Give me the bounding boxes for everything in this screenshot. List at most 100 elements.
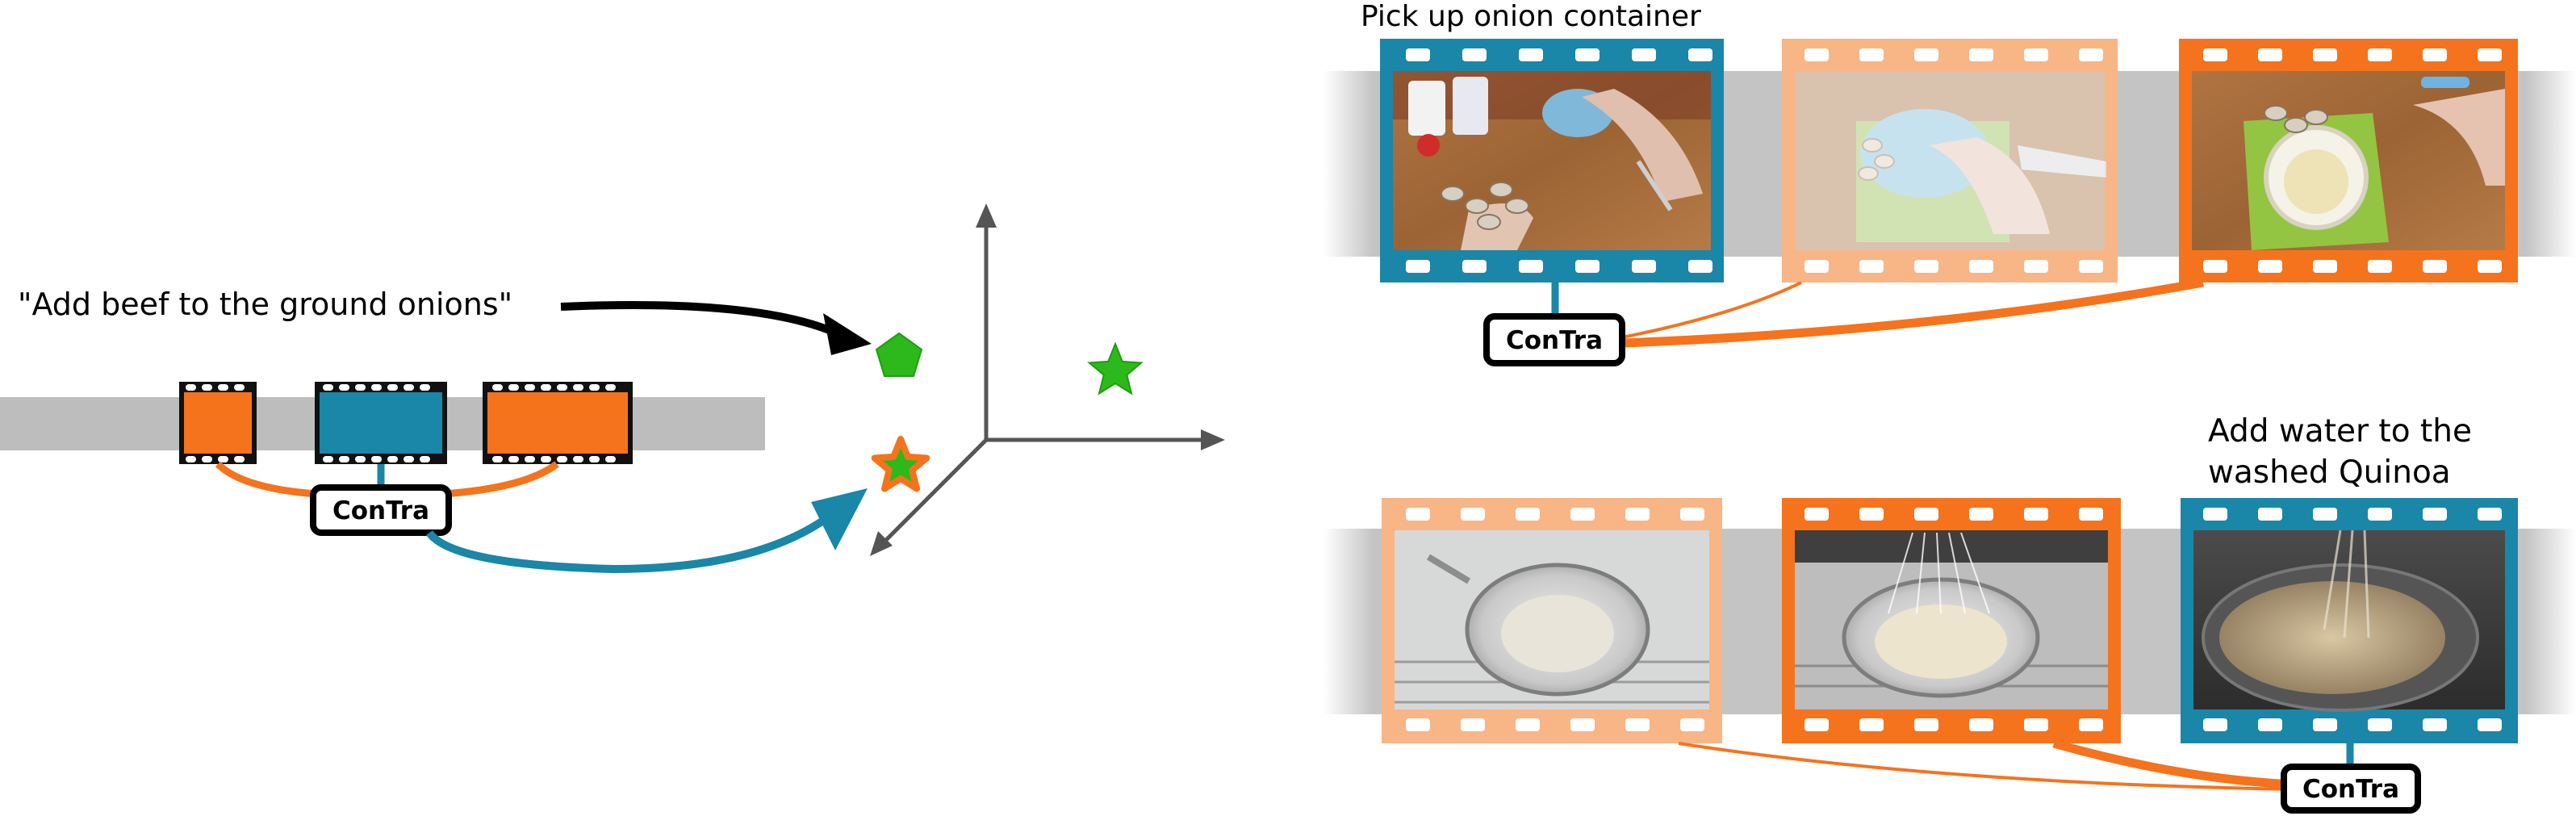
sprocket-hole	[525, 456, 535, 462]
video-embedding-star-highlighted	[871, 436, 930, 492]
sprocket-hole	[387, 456, 398, 462]
sprocket-hole	[492, 456, 503, 462]
contra-link-bottom-light	[1678, 742, 2294, 791]
sprocket-hole	[323, 456, 333, 462]
sprocket-hole	[1632, 260, 1656, 273]
film-sprocket-holes-top	[1406, 48, 2502, 273]
sprocket-hole	[1859, 508, 1884, 521]
film-clip-right-orange	[483, 382, 633, 464]
contra-label-top: ConTra	[1506, 326, 1603, 355]
sprocket-hole	[1462, 260, 1487, 273]
sprocket-hole	[557, 384, 567, 391]
axis-z	[880, 438, 988, 546]
film-sprocket-holes	[186, 384, 616, 462]
sprocket-hole	[1914, 260, 1938, 273]
contra-box-bottom: ConTra	[2281, 764, 2421, 814]
sprocket-hole	[2258, 48, 2282, 61]
contra-link-top-light	[1621, 281, 1802, 339]
caption-bottom-line1: Add water to the	[2208, 413, 2472, 450]
sprocket-hole	[420, 384, 430, 391]
sprocket-hole	[1680, 718, 1704, 731]
sprocket-hole	[323, 384, 333, 391]
video-frame-top-3	[2179, 39, 2518, 282]
contra-link-bottom-strong	[2052, 739, 2294, 789]
sprocket-hole	[573, 456, 583, 462]
sprocket-hole	[1516, 508, 1540, 521]
sprocket-hole	[1406, 260, 1430, 273]
sprocket-hole	[557, 456, 567, 462]
sprocket-hole	[2368, 260, 2392, 273]
video-frame-top-2	[1782, 39, 2118, 282]
text-embedding-arrow	[560, 301, 833, 335]
sprocket-hole	[1519, 48, 1543, 61]
sprocket-hole	[1914, 48, 1938, 61]
sprocket-hole	[1969, 718, 1993, 731]
caption-top: Pick up onion container	[1361, 0, 1701, 33]
embedding-space	[870, 203, 1225, 556]
sprocket-hole	[1688, 48, 1712, 61]
text-arrow-head	[823, 313, 872, 355]
sprocket-hole	[2478, 718, 2502, 731]
sprocket-hole	[1804, 718, 1829, 731]
sprocket-hole	[2024, 718, 2048, 731]
sprocket-hole	[2368, 718, 2392, 731]
sprocket-hole	[1625, 718, 1650, 731]
sprocket-hole	[339, 384, 349, 391]
sprocket-hole	[2079, 718, 2103, 731]
sprocket-hole	[2478, 48, 2502, 61]
sprocket-hole	[234, 384, 245, 391]
bottom-right-panel: Add water to the washed Quinoa	[1324, 413, 2576, 814]
sprocket-hole	[371, 384, 382, 391]
sprocket-hole	[2258, 508, 2282, 521]
sprocket-hole	[2478, 508, 2502, 521]
sprocket-hole	[508, 384, 519, 391]
sprocket-hole	[1575, 48, 1600, 61]
text-embedding-pentagon	[875, 332, 923, 377]
video-embedding-arrow	[425, 517, 826, 574]
sprocket-hole	[2313, 508, 2337, 521]
top-right-panel: Pick up onion container	[1324, 0, 2576, 366]
sprocket-hole	[420, 456, 430, 462]
contra-label-bottom: ConTra	[2302, 775, 2399, 804]
sprocket-hole	[1461, 508, 1485, 521]
sprocket-hole	[2423, 508, 2447, 521]
film-clip-center-teal	[315, 382, 447, 464]
sprocket-hole	[404, 456, 414, 462]
sprocket-hole	[2313, 48, 2337, 61]
sprocket-hole	[1406, 508, 1430, 521]
sprocket-hole	[605, 384, 616, 391]
sprocket-hole	[339, 456, 349, 462]
sprocket-hole	[2313, 718, 2337, 731]
sprocket-hole	[605, 456, 616, 462]
sprocket-hole	[2258, 260, 2282, 273]
sprocket-hole	[1462, 48, 1487, 61]
sprocket-hole	[1516, 718, 1540, 731]
sprocket-hole	[508, 456, 519, 462]
sprocket-hole	[218, 456, 228, 462]
sprocket-hole	[589, 384, 600, 391]
sprocket-hole	[387, 384, 398, 391]
contra-box-top: ConTra	[1483, 313, 1625, 366]
sprocket-hole	[234, 456, 245, 462]
sprocket-hole	[1632, 48, 1656, 61]
film-sprocket-holes-bottom	[1406, 508, 2502, 731]
sprocket-hole	[1680, 508, 1704, 521]
video-frame-bottom-3	[2181, 498, 2518, 743]
sprocket-hole	[1625, 508, 1650, 521]
sprocket-hole	[1688, 260, 1712, 273]
sprocket-hole	[1804, 48, 1829, 61]
sprocket-hole	[1914, 508, 1938, 521]
sprocket-hole	[186, 384, 196, 391]
sprocket-hole	[2423, 718, 2447, 731]
sprocket-hole	[2024, 260, 2048, 273]
sprocket-hole	[404, 384, 414, 391]
sprocket-hole	[1969, 508, 1993, 521]
sprocket-hole	[1914, 718, 1938, 731]
sprocket-hole	[541, 384, 551, 391]
sprocket-hole	[2203, 48, 2227, 61]
sprocket-hole	[355, 384, 366, 391]
sprocket-hole	[525, 384, 535, 391]
sprocket-hole	[492, 384, 503, 391]
